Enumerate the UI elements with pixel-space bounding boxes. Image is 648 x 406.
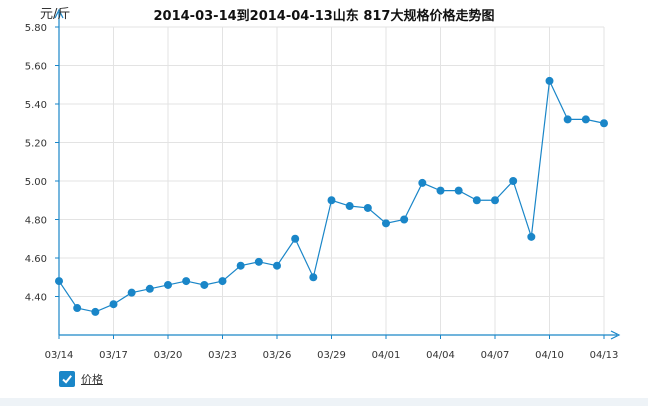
y-tick-label: 5.20 <box>25 139 47 150</box>
data-point[interactable] <box>55 277 63 286</box>
y-tick-label: 5.40 <box>25 100 47 111</box>
data-point[interactable] <box>363 203 372 212</box>
x-tick-label: 04/07 <box>481 350 510 361</box>
data-point[interactable] <box>454 186 463 195</box>
y-tick-label: 4.60 <box>25 254 47 265</box>
data-point[interactable] <box>291 234 300 243</box>
x-tick-label: 04/10 <box>535 350 564 361</box>
x-tick-label: 03/26 <box>263 350 292 361</box>
legend-item[interactable]: 价格 <box>59 370 103 388</box>
legend-checkbox[interactable] <box>59 371 75 387</box>
y-tick-label: 5.00 <box>25 177 47 188</box>
data-point[interactable] <box>200 280 209 289</box>
data-point[interactable] <box>182 277 191 286</box>
data-point[interactable] <box>581 115 590 124</box>
data-point[interactable] <box>218 277 227 286</box>
data-point[interactable] <box>109 300 118 309</box>
data-point[interactable] <box>254 257 263 266</box>
y-axis-arrow <box>54 8 64 19</box>
data-point[interactable] <box>127 288 136 297</box>
data-point[interactable] <box>418 178 427 187</box>
x-axis-arrow <box>610 330 621 340</box>
data-point[interactable] <box>309 273 318 282</box>
chart-title: 2014-03-14到2014-04-13山东 817大规格价格走势图 <box>154 8 495 24</box>
data-point[interactable] <box>600 119 608 128</box>
y-axis-label: 元/斤 <box>40 7 70 22</box>
data-point[interactable] <box>509 177 518 185</box>
footer-strip <box>0 398 648 406</box>
x-tick-label: 04/01 <box>372 350 401 361</box>
y-tick-label: 5.80 <box>25 23 47 34</box>
y-tick-label: 4.80 <box>25 216 47 227</box>
y-tick-label: 4.40 <box>25 293 47 304</box>
data-point[interactable] <box>400 215 409 224</box>
data-point[interactable] <box>382 219 390 228</box>
data-point[interactable] <box>472 196 481 205</box>
data-point[interactable] <box>527 232 536 241</box>
data-point[interactable] <box>436 186 445 195</box>
data-point[interactable] <box>491 196 499 205</box>
legend-label: 价格 <box>81 373 103 386</box>
check-icon <box>62 375 72 384</box>
data-point[interactable] <box>164 280 172 289</box>
x-tick-label: 04/04 <box>426 350 455 361</box>
data-point[interactable] <box>345 202 354 211</box>
data-point[interactable] <box>91 307 100 316</box>
x-tick-label: 03/23 <box>208 350 237 361</box>
data-point[interactable] <box>273 261 281 270</box>
x-tick-label: 03/14 <box>45 350 74 361</box>
x-tick-label: 04/13 <box>590 350 619 361</box>
y-tick-label: 5.60 <box>25 62 47 73</box>
x-tick-label: 03/29 <box>317 350 346 361</box>
data-point[interactable] <box>327 196 336 205</box>
data-point[interactable] <box>563 115 572 124</box>
x-tick-label: 03/17 <box>99 350 128 361</box>
data-point[interactable] <box>73 304 82 313</box>
data-point[interactable] <box>545 76 554 85</box>
x-tick-label: 03/20 <box>154 350 183 361</box>
data-point[interactable] <box>145 284 154 293</box>
data-point[interactable] <box>236 261 245 270</box>
